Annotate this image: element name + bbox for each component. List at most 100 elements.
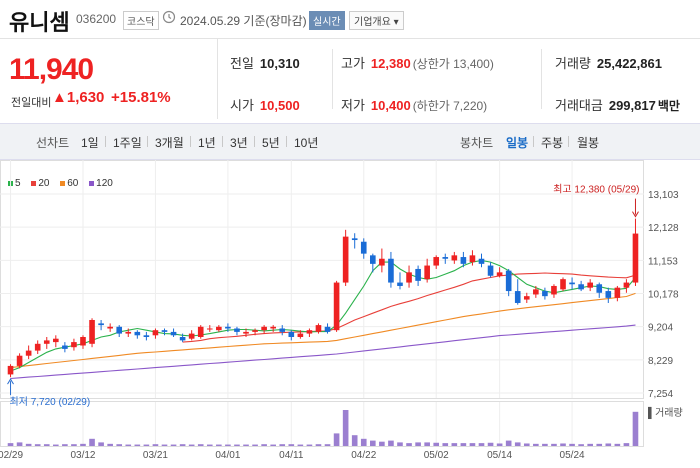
stat-label: 거래대금 [555,98,603,113]
volume-bar [62,444,68,446]
y-tick-label: 12,128 [648,223,679,234]
volume-bar [523,443,530,446]
tab-1y[interactable]: 1년 [198,136,216,150]
volume-bar [188,444,195,446]
tab-1d[interactable]: 1일 [81,136,99,150]
candle-body [605,291,612,298]
candle-body [62,345,68,349]
candle-body [578,284,584,290]
ma120-line [10,324,636,380]
stock-name: 유니셈 [9,10,70,35]
tab-5y[interactable]: 5년 [262,136,280,150]
legend-ma60[interactable]: 60 [60,178,78,189]
company-info-dropdown[interactable]: 기업개요 ▾ [349,11,404,30]
candle-body [623,282,630,288]
volume-bar [533,443,539,446]
volume-bar [569,443,575,446]
volume-bar [451,443,458,446]
candle-body [225,326,231,329]
realtime-button[interactable]: 실시간 [309,11,345,30]
candle-body [34,343,41,351]
price-pane-frame [0,160,644,399]
volume-bar [234,444,240,446]
candle-body [288,331,295,337]
volume-bar [496,443,503,446]
candle-body [587,282,593,288]
candle-body [216,326,222,331]
candle-body [523,296,530,300]
candle-body [80,336,86,346]
price-change: ▲1,630 [52,89,105,106]
volume-bar [80,443,86,446]
legend-ma120[interactable]: 120 [89,178,113,189]
volume-bar [379,441,385,446]
candle-body [206,328,213,330]
price-summary: 11,940 전일대비 ▲1,630 +15.81% [0,39,217,119]
volume-bar [216,444,222,446]
candle-body [351,238,358,241]
volume-bar [469,443,476,446]
candle-body [370,255,376,264]
candle-body [442,257,449,259]
volume-bar [623,443,630,446]
stat-volume: 거래량 25,422,861 [555,53,662,72]
volume-bar [161,444,168,446]
stat-label: 거래량 [555,56,591,71]
tab-weekly[interactable]: 주봉 [541,136,564,150]
candle-body [297,333,304,337]
y-tick-label: 13,103 [648,190,679,201]
volume-bar [424,442,430,446]
volume-bar [370,440,376,446]
candle-body [560,279,566,290]
volume-bar [179,444,186,446]
candlestick-chart[interactable]: 13,103 12,128 11,153 10,178 9,204 8,229 7,254 0… [0,160,700,468]
volume-bar [34,444,41,446]
stat-unit: 백만 [657,99,680,113]
candle-body [388,258,394,283]
y-tick-label: 7,254 [648,389,673,400]
high-arrow-head [632,211,639,218]
volume-bar [342,410,349,446]
current-price: 11,940 [9,53,94,86]
volume-bar [288,444,295,446]
candle-body [98,323,104,326]
candle-body [279,328,286,332]
tab-3y[interactable]: 3년 [230,136,248,150]
x-tick-label: 05/24 [560,450,585,461]
candle-body [161,330,168,332]
stat-label: 저가 [341,98,365,113]
candle-body [261,326,267,331]
candle-body [53,338,59,343]
low-arrow-head [7,378,14,385]
tab-monthly[interactable]: 월봉 [577,136,600,150]
stat-open: 시가 10,500 [230,95,300,114]
stat-high: 고가 12,380 (상한가 13,400) [341,53,494,72]
candle-body [542,291,548,297]
volume-bar [225,444,231,446]
volume-bar [134,444,141,446]
legend-ma20[interactable]: 20 [31,178,49,189]
candle-body [270,326,276,329]
volume-bar [89,438,95,446]
candle-body [496,272,503,276]
clock-icon [162,10,176,24]
volume-bar [360,438,367,446]
tab-daily[interactable]: 일봉 [506,136,529,150]
candle-body [360,241,367,254]
volume-bar [270,444,276,446]
volume-bar [143,444,150,446]
volume-bar [206,444,213,446]
stat-note: (상한가 13,400) [412,57,494,71]
tab-3m[interactable]: 3개월 [155,136,184,150]
volume-bar [279,444,286,446]
stock-code: 036200 [76,12,117,26]
volume-bar [324,444,331,446]
volume-bar [551,443,557,446]
x-tick-label: 05/02 [424,450,449,461]
period-tab-bar: 선차트 1일 1주일 3개월 1년 3년 5년 10년 봉차트 일봉 주봉 월봉 [0,123,700,160]
candle-body [487,265,494,276]
tab-10y[interactable]: 10년 [294,136,319,150]
candle-body [197,326,204,337]
x-tick-label: 05/14 [487,450,512,461]
tab-1w[interactable]: 1주일 [113,136,142,150]
